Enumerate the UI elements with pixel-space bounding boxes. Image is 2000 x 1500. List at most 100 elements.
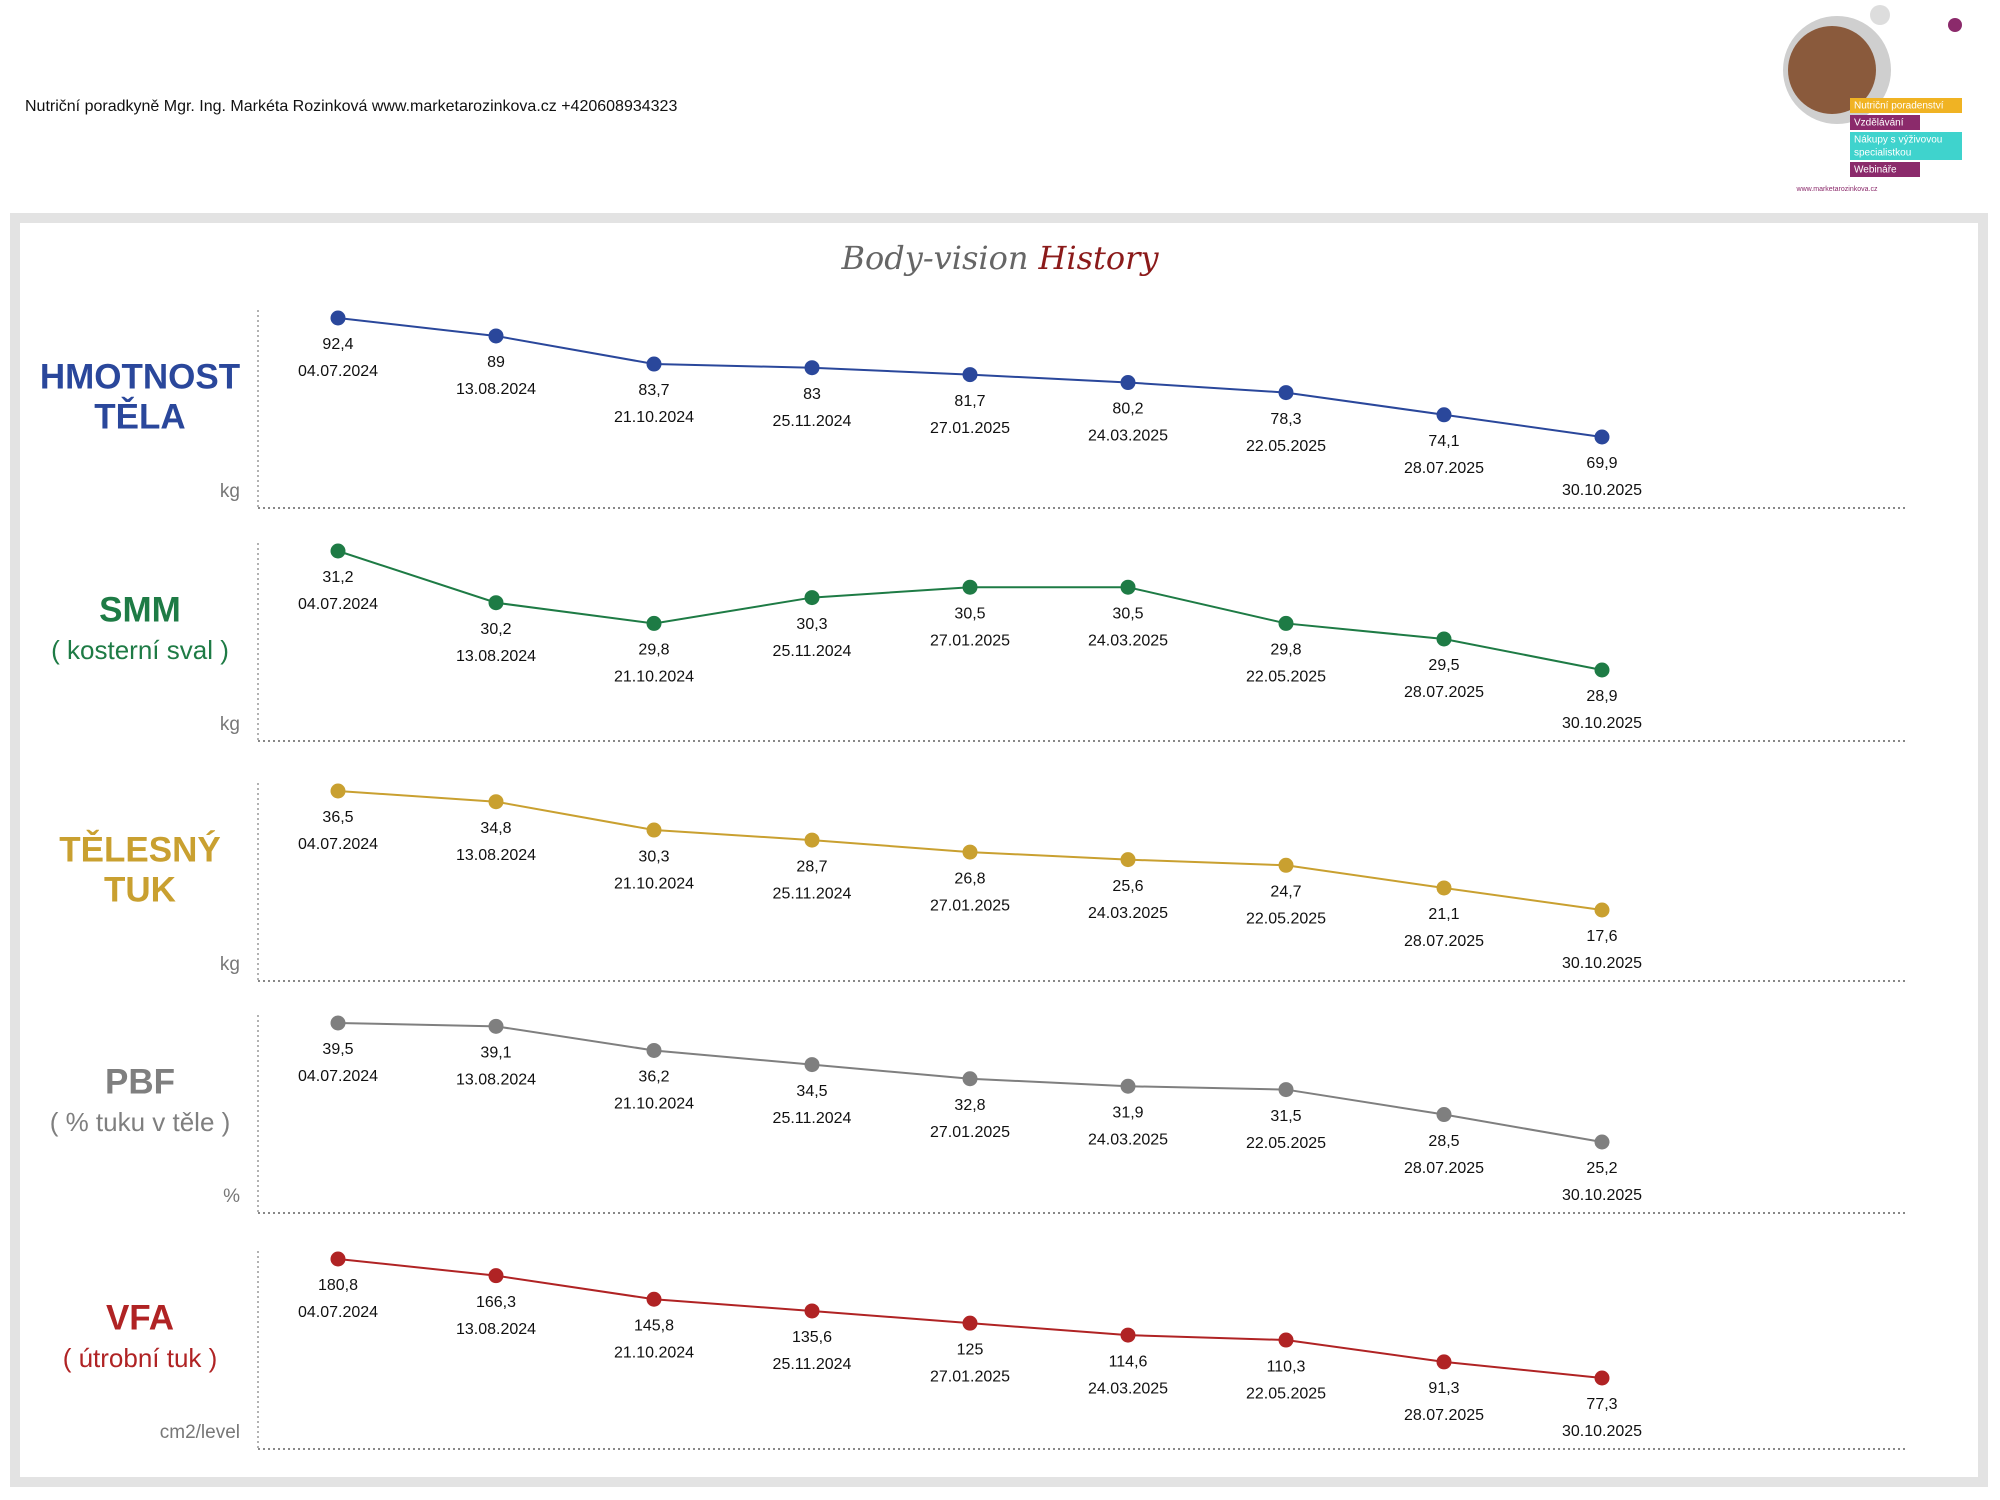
value-label: 34,8	[480, 820, 511, 837]
value-label: 39,1	[480, 1045, 511, 1062]
chart-title: TĚLESNÝ	[59, 829, 220, 869]
data-point	[330, 543, 346, 559]
logo-photo-inner	[1788, 26, 1876, 114]
date-label: 21.10.2024	[614, 669, 694, 686]
chart-title: SMM	[99, 590, 181, 629]
date-label: 21.10.2024	[614, 875, 694, 892]
value-label: 180,8	[318, 1277, 358, 1294]
value-label: 74,1	[1428, 433, 1459, 450]
data-point	[1278, 615, 1294, 631]
logo-tag-bg	[1850, 115, 1920, 130]
header-text: Nutriční poradkyně Mgr. Ing. Markéta Roz…	[25, 98, 677, 115]
date-label: 22.05.2025	[1246, 1135, 1326, 1152]
y-axis-label: kg	[220, 714, 240, 735]
date-label: 04.07.2024	[298, 836, 378, 853]
date-label: 25.11.2024	[773, 413, 852, 430]
data-point	[1436, 407, 1452, 423]
data-point	[1278, 385, 1294, 401]
value-label: 30,3	[638, 848, 669, 865]
value-label: 69,9	[1586, 455, 1617, 472]
y-axis-label: kg	[220, 481, 240, 502]
data-point	[962, 579, 978, 595]
value-label: 31,2	[322, 569, 353, 586]
value-label: 24,7	[1270, 884, 1301, 901]
data-point	[1594, 429, 1610, 445]
data-point	[488, 595, 504, 611]
logo-dot	[1870, 5, 1890, 25]
chart-title: TĚLA	[94, 396, 185, 436]
data-point	[1594, 662, 1610, 678]
data-point	[804, 832, 820, 848]
date-label: 24.03.2025	[1088, 1131, 1168, 1148]
date-label: 28.07.2025	[1404, 1407, 1484, 1424]
logo-tag: Nutriční poradenství	[1854, 101, 1944, 112]
data-point	[488, 328, 504, 344]
value-label: 30,3	[796, 616, 827, 633]
date-label: 04.07.2024	[298, 1068, 378, 1085]
data-point	[1120, 852, 1136, 868]
date-label: 28.07.2025	[1404, 684, 1484, 701]
value-label: 26,8	[954, 870, 985, 887]
date-label: 25.11.2024	[773, 1110, 852, 1127]
date-label: 22.05.2025	[1246, 1385, 1326, 1402]
chart-title: PBF	[105, 1062, 175, 1101]
value-label: 166,3	[476, 1294, 516, 1311]
chart-title: TUK	[104, 870, 176, 909]
value-label: 92,4	[322, 336, 353, 353]
value-label: 110,3	[1267, 1358, 1306, 1375]
chart-subtitle: ( % tuku v těle )	[50, 1107, 231, 1137]
chart-title: VFA	[106, 1298, 174, 1337]
date-label: 25.11.2024	[773, 885, 852, 902]
data-point	[1120, 579, 1136, 595]
value-label: 32,8	[954, 1097, 985, 1114]
data-point	[1436, 880, 1452, 896]
data-point	[646, 1042, 662, 1058]
date-label: 13.08.2024	[456, 381, 536, 398]
chart-subtitle: ( útrobní tuk )	[63, 1343, 218, 1373]
date-label: 21.10.2024	[614, 409, 694, 426]
chart-subtitle: ( kosterní sval )	[51, 635, 229, 665]
value-label: 77,3	[1586, 1396, 1617, 1413]
value-label: 145,8	[634, 1317, 674, 1334]
value-label: 125	[957, 1341, 984, 1358]
date-label: 27.01.2025	[930, 420, 1010, 437]
date-label: 13.08.2024	[456, 1321, 536, 1338]
date-label: 25.11.2024	[773, 1356, 852, 1373]
logo-tag-bg	[1850, 162, 1920, 177]
logo-tag: Webináře	[1854, 165, 1897, 176]
y-axis-label: kg	[220, 954, 240, 975]
logo-icon	[1948, 18, 1962, 32]
data-point	[1436, 631, 1452, 647]
data-point	[1278, 857, 1294, 873]
date-label: 28.07.2025	[1404, 1160, 1484, 1177]
logo-tag-bg	[1850, 132, 1962, 160]
logo-tag: specialistkou	[1854, 148, 1911, 159]
value-label: 31,9	[1112, 1104, 1143, 1121]
data-point	[1278, 1332, 1294, 1348]
data-point	[1120, 375, 1136, 391]
value-label: 91,3	[1428, 1380, 1459, 1397]
data-point	[646, 822, 662, 838]
date-label: 24.03.2025	[1088, 632, 1168, 649]
date-label: 04.07.2024	[298, 596, 378, 613]
date-label: 21.10.2024	[614, 1096, 694, 1113]
date-label: 22.05.2025	[1246, 911, 1326, 928]
date-label: 30.10.2025	[1562, 1423, 1642, 1440]
data-point	[1436, 1107, 1452, 1123]
value-label: 80,2	[1112, 401, 1143, 418]
date-label: 04.07.2024	[298, 1304, 378, 1321]
data-point	[1120, 1078, 1136, 1094]
date-label: 24.03.2025	[1088, 428, 1168, 445]
data-point	[646, 1291, 662, 1307]
y-axis-label: cm2/level	[160, 1422, 240, 1443]
data-point	[962, 844, 978, 860]
value-label: 34,5	[796, 1083, 827, 1100]
value-label: 29,8	[1270, 642, 1301, 659]
chart-title: HMOTNOST	[40, 357, 240, 396]
date-label: 27.01.2025	[930, 897, 1010, 914]
data-point	[330, 1015, 346, 1031]
date-label: 30.10.2025	[1562, 1187, 1642, 1204]
value-label: 29,8	[638, 642, 669, 659]
